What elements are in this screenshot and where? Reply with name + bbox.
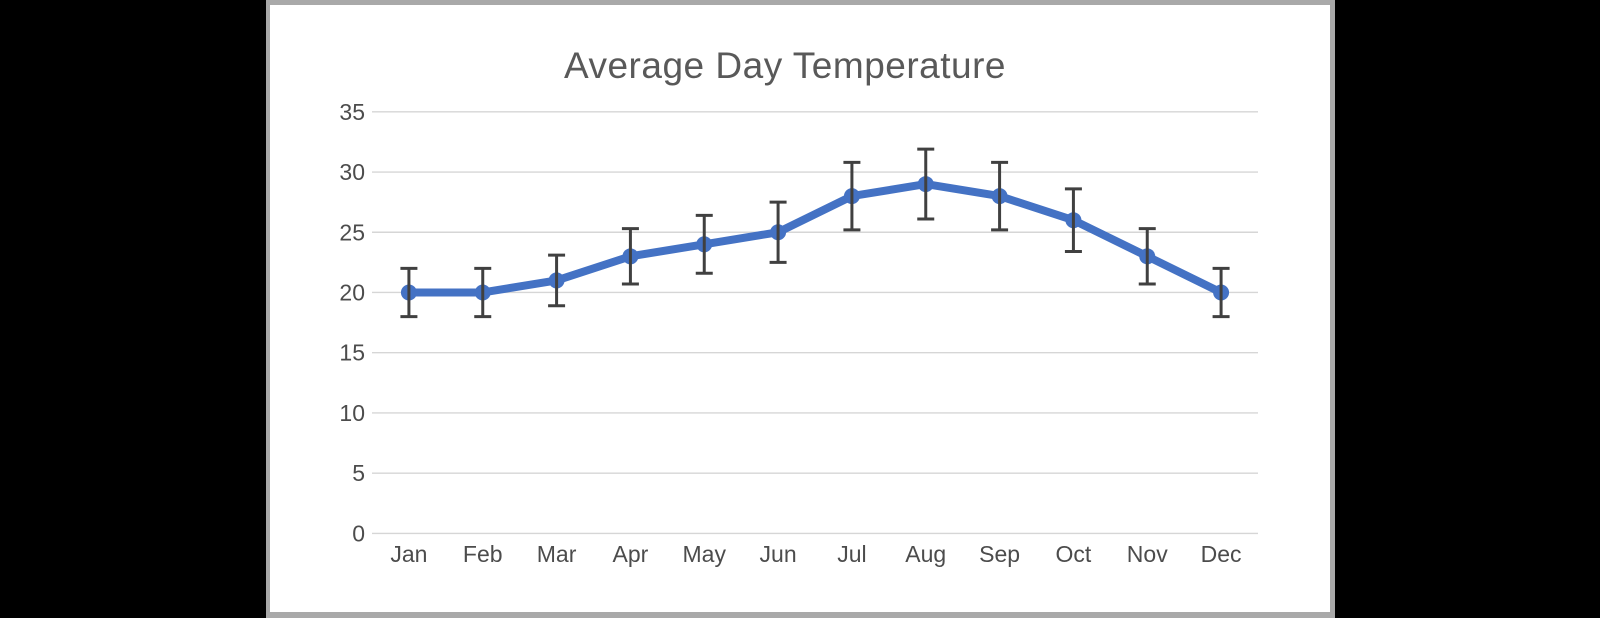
x-axis-tick-label: Nov <box>1127 541 1168 567</box>
y-axis-tick-label: 35 <box>339 99 365 125</box>
y-axis-tick-label: 0 <box>352 520 365 546</box>
series-line <box>404 180 1226 297</box>
chart-title: Average Day Temperature <box>563 45 1007 86</box>
x-axis-tick-label: Aug <box>905 541 946 567</box>
x-axis-tick-label: Mar <box>537 541 577 567</box>
x-axis-tick-label: Jan <box>390 541 427 567</box>
y-axis-tick-label: 30 <box>339 159 365 185</box>
x-axis-tick-label: Feb <box>463 541 503 567</box>
x-axis-tick-label: Jun <box>760 541 797 567</box>
x-axis-tick-label: Oct <box>1056 541 1092 567</box>
y-axis-tick-label: 5 <box>352 460 365 486</box>
temperature-line-chart: 0 5 10 15 20 25 30 35 Jan Feb Mar Apr May Jun Jul Aug Se… <box>339 99 1258 567</box>
y-axis-tick-label: 15 <box>339 340 365 366</box>
chart-window: Average Day Temperature 0 5 10 15 20 25 30 35 Ja… <box>266 0 1335 618</box>
x-axis-tick-label: May <box>683 541 727 567</box>
y-axis-tick-label: 20 <box>339 279 365 305</box>
y-axis-tick-label: 25 <box>339 219 365 245</box>
x-axis-tick-label: Dec <box>1201 541 1242 567</box>
x-axis-tick-label: Sep <box>979 541 1020 567</box>
x-axis-tick-label: Apr <box>613 541 649 567</box>
x-axis-tick-label: Jul <box>837 541 866 567</box>
y-axis-tick-label: 10 <box>339 400 365 426</box>
